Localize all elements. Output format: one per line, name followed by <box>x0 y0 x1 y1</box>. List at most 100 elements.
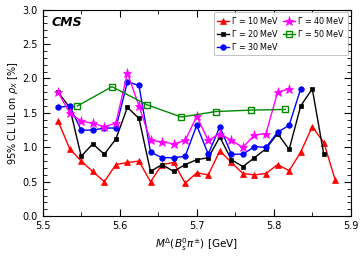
Line: $\Gamma$ = 10 MeV: $\Gamma$ = 10 MeV <box>55 118 338 186</box>
Legend: $\Gamma$ = 10 MeV, $\Gamma$ = 20 MeV, $\Gamma$ = 30 MeV, $\Gamma$ = 40 MeV, $\Ga: $\Gamma$ = 10 MeV, $\Gamma$ = 20 MeV, $\… <box>214 12 348 55</box>
$\Gamma$ = 20 MeV <box>56 91 60 94</box>
$\Gamma$ = 50 MeV <box>179 116 183 119</box>
$\Gamma$ = 20 MeV <box>322 153 326 156</box>
$\Gamma$ = 30 MeV <box>125 80 130 83</box>
$\Gamma$ = 30 MeV <box>252 145 257 148</box>
$\Gamma$ = 40 MeV <box>67 111 72 114</box>
$\Gamma$ = 10 MeV <box>160 163 164 166</box>
$\Gamma$ = 10 MeV <box>114 163 118 166</box>
$\Gamma$ = 10 MeV <box>56 120 60 123</box>
$\Gamma$ = 40 MeV <box>241 146 245 149</box>
$\Gamma$ = 10 MeV <box>67 147 72 150</box>
$\Gamma$ = 30 MeV <box>171 156 176 159</box>
$\Gamma$ = 10 MeV <box>264 172 268 175</box>
$\Gamma$ = 10 MeV <box>241 172 245 175</box>
$\Gamma$ = 10 MeV <box>149 180 153 183</box>
$\Gamma$ = 20 MeV <box>160 163 164 166</box>
$\Gamma$ = 10 MeV <box>333 179 337 182</box>
$\Gamma$ = 40 MeV <box>56 91 60 94</box>
$\Gamma$ = 40 MeV <box>264 132 268 135</box>
$\Gamma$ = 20 MeV <box>79 155 83 158</box>
$\Gamma$ = 30 MeV <box>102 126 107 130</box>
$\Gamma$ = 30 MeV <box>149 150 153 154</box>
$\Gamma$ = 50 MeV <box>110 85 114 88</box>
$\Gamma$ = 20 MeV <box>206 156 210 159</box>
$\Gamma$ = 50 MeV <box>283 108 288 111</box>
$\Gamma$ = 10 MeV <box>287 169 291 172</box>
$\Gamma$ = 10 MeV <box>79 160 83 163</box>
$\Gamma$ = 10 MeV <box>322 141 326 144</box>
$\Gamma$ = 50 MeV <box>145 103 149 106</box>
$\Gamma$ = 40 MeV <box>229 139 234 142</box>
$\Gamma$ = 20 MeV <box>264 147 268 150</box>
$\Gamma$ = 30 MeV <box>194 124 199 127</box>
$\Gamma$ = 10 MeV <box>298 150 303 154</box>
$\Gamma$ = 40 MeV <box>218 132 222 135</box>
$\Gamma$ = 20 MeV <box>67 106 72 109</box>
$\Gamma$ = 20 MeV <box>149 170 153 173</box>
$\Gamma$ = 20 MeV <box>114 138 118 141</box>
$\Gamma$ = 10 MeV <box>218 149 222 152</box>
$\Gamma$ = 10 MeV <box>206 173 210 176</box>
$\Gamma$ = 30 MeV <box>287 124 291 127</box>
$\Gamma$ = 30 MeV <box>298 87 303 90</box>
$\Gamma$ = 10 MeV <box>171 161 176 164</box>
$\Gamma$ = 30 MeV <box>79 128 83 132</box>
Line: $\Gamma$ = 40 MeV: $\Gamma$ = 40 MeV <box>54 68 294 152</box>
$\Gamma$ = 10 MeV <box>310 125 314 128</box>
$\Gamma$ = 20 MeV <box>91 142 95 146</box>
$\Gamma$ = 20 MeV <box>229 158 234 161</box>
$\Gamma$ = 20 MeV <box>287 148 291 151</box>
$\Gamma$ = 30 MeV <box>114 126 118 130</box>
$\Gamma$ = 30 MeV <box>264 146 268 149</box>
$\Gamma$ = 50 MeV <box>75 104 80 107</box>
$\Gamma$ = 20 MeV <box>125 106 130 109</box>
$\Gamma$ = 40 MeV <box>137 104 141 107</box>
Line: $\Gamma$ = 30 MeV: $\Gamma$ = 30 MeV <box>55 79 304 160</box>
Text: CMS: CMS <box>52 16 83 29</box>
$\Gamma$ = 30 MeV <box>276 131 280 134</box>
$\Gamma$ = 30 MeV <box>218 125 222 128</box>
$\Gamma$ = 30 MeV <box>229 153 234 156</box>
$\Gamma$ = 10 MeV <box>252 173 257 176</box>
$\Gamma$ = 30 MeV <box>91 128 95 132</box>
$\Gamma$ = 30 MeV <box>183 155 187 158</box>
$\Gamma$ = 40 MeV <box>252 133 257 136</box>
Line: $\Gamma$ = 20 MeV: $\Gamma$ = 20 MeV <box>56 86 326 174</box>
$\Gamma$ = 10 MeV <box>194 171 199 174</box>
$\Gamma$ = 10 MeV <box>137 160 141 163</box>
$\Gamma$ = 30 MeV <box>160 156 164 159</box>
$\Gamma$ = 40 MeV <box>171 142 176 146</box>
$\Gamma$ = 20 MeV <box>183 163 187 166</box>
$\Gamma$ = 10 MeV <box>276 163 280 166</box>
$\Gamma$ = 20 MeV <box>298 104 303 107</box>
$\Gamma$ = 20 MeV <box>241 165 245 168</box>
$\Gamma$ = 20 MeV <box>102 153 107 156</box>
$\Gamma$ = 20 MeV <box>252 156 257 159</box>
Line: $\Gamma$ = 50 MeV: $\Gamma$ = 50 MeV <box>75 84 288 120</box>
$\Gamma$ = 40 MeV <box>287 87 291 90</box>
$\Gamma$ = 20 MeV <box>137 117 141 120</box>
$\Gamma$ = 40 MeV <box>91 122 95 125</box>
$\Gamma$ = 20 MeV <box>218 135 222 139</box>
$\Gamma$ = 30 MeV <box>56 106 60 109</box>
$\Gamma$ = 10 MeV <box>91 170 95 173</box>
$\Gamma$ = 30 MeV <box>67 104 72 107</box>
$\Gamma$ = 20 MeV <box>276 132 280 135</box>
$\Gamma$ = 40 MeV <box>149 139 153 142</box>
$\Gamma$ = 40 MeV <box>276 91 280 94</box>
$\Gamma$ = 40 MeV <box>183 139 187 142</box>
$\Gamma$ = 10 MeV <box>102 180 107 183</box>
$\Gamma$ = 30 MeV <box>241 153 245 156</box>
$\Gamma$ = 20 MeV <box>194 158 199 161</box>
Text: 19.7 fb$^{-1}$ (8 TeV): 19.7 fb$^{-1}$ (8 TeV) <box>267 16 345 29</box>
$\Gamma$ = 40 MeV <box>194 115 199 118</box>
Y-axis label: 95% CL UL on $\rho_X$ [%]: 95% CL UL on $\rho_X$ [%] <box>5 61 20 164</box>
$\Gamma$ = 30 MeV <box>137 84 141 87</box>
$\Gamma$ = 40 MeV <box>79 120 83 123</box>
$\Gamma$ = 40 MeV <box>160 140 164 143</box>
$\Gamma$ = 10 MeV <box>183 182 187 185</box>
$\Gamma$ = 10 MeV <box>229 161 234 164</box>
X-axis label: $M^{\Delta}(B^0_s\pi^{\pm})$ [GeV]: $M^{\Delta}(B^0_s\pi^{\pm})$ [GeV] <box>155 237 238 254</box>
$\Gamma$ = 30 MeV <box>206 153 210 156</box>
